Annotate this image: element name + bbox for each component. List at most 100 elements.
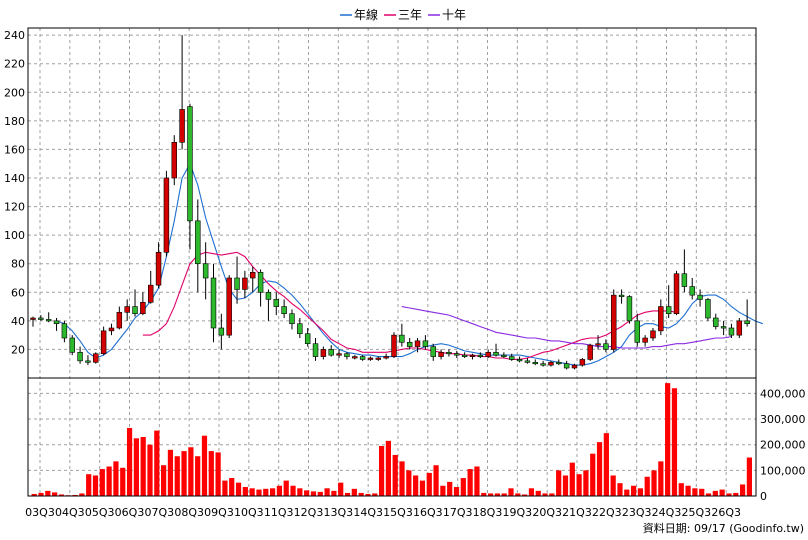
data-date-footer: 資料日期: 09/17 (Goodinfo.tw)	[643, 521, 804, 535]
volume-bar	[222, 480, 228, 496]
volume-bar	[201, 435, 208, 496]
volume-bar	[447, 481, 453, 496]
candle-body	[469, 354, 476, 357]
candle-body	[163, 177, 170, 253]
candle	[320, 346, 327, 360]
candle	[587, 343, 593, 361]
volume-bar	[263, 488, 269, 496]
volume-bar	[324, 488, 330, 496]
candlesticks	[30, 35, 750, 370]
candle-body	[30, 317, 36, 320]
candle	[540, 360, 546, 367]
candle-body	[587, 344, 593, 360]
candle-body	[391, 334, 397, 357]
volume-bar	[378, 445, 385, 496]
volume-bar	[72, 494, 78, 496]
volume-bar	[562, 475, 569, 496]
candle	[344, 352, 350, 360]
volume-bar	[256, 489, 262, 496]
x-tick-label: 25Q3	[682, 506, 712, 519]
candle-body	[493, 351, 499, 356]
candle	[281, 299, 287, 318]
candle-body	[359, 356, 366, 360]
volume-bar	[487, 493, 494, 496]
volume-bar	[733, 492, 739, 496]
volume-tick-label: 300,000	[760, 413, 806, 426]
x-tick-label: 10Q3	[234, 506, 264, 519]
candle	[312, 338, 319, 361]
volume-bar	[38, 492, 44, 496]
candle	[171, 135, 177, 186]
candle-body	[132, 306, 138, 315]
price-tick-label: 60	[11, 286, 25, 299]
candle-body	[548, 361, 554, 366]
volume-bar	[624, 489, 630, 496]
candle-body	[611, 294, 617, 350]
candle	[603, 339, 609, 353]
candle	[155, 242, 162, 288]
candle-body	[524, 360, 531, 363]
candle-body	[689, 286, 695, 296]
volume-bar	[665, 383, 671, 496]
candle-body	[501, 354, 507, 357]
volume-axis-ticks: 0 100,000 200,000 300,000 400,000	[760, 387, 806, 503]
candle	[446, 349, 452, 357]
candle-body	[642, 337, 648, 343]
candle	[681, 249, 688, 293]
volume-bar	[385, 440, 391, 496]
volume-bar	[522, 494, 528, 496]
candle	[53, 318, 60, 331]
candle-body	[634, 320, 641, 343]
volume-bar	[542, 493, 548, 496]
candle-body	[352, 356, 358, 359]
candle-body	[61, 323, 68, 339]
volume-bar	[249, 488, 255, 496]
volume-bar	[508, 488, 514, 496]
volume-bar	[719, 489, 725, 496]
candle-body	[618, 294, 625, 297]
candle-body	[312, 343, 319, 357]
volume-bar	[372, 493, 378, 496]
candle-body	[697, 294, 703, 300]
candle-body	[595, 343, 601, 346]
volume-bar	[351, 488, 357, 496]
volume-bar	[440, 485, 446, 496]
candle	[210, 263, 217, 343]
volume-bar	[726, 493, 732, 496]
legend-label-3: 十年	[442, 8, 466, 22]
price-tick-label: 20	[11, 343, 25, 356]
candle-body	[626, 296, 633, 322]
volume-bar	[358, 492, 364, 496]
candle	[77, 346, 83, 364]
candle	[658, 299, 664, 336]
candle	[250, 266, 256, 293]
volume-tick-label: 100,000	[760, 464, 806, 477]
volume-bar	[413, 475, 419, 496]
volume-bar	[126, 428, 133, 496]
volume-bar	[603, 433, 609, 496]
candle-body	[124, 306, 130, 313]
candle	[697, 289, 703, 307]
volume-bar	[147, 444, 153, 496]
volume-bar	[644, 476, 650, 496]
candle-body	[336, 353, 342, 356]
candle-body	[69, 337, 75, 353]
price-tick-label: 220	[4, 58, 25, 71]
volume-bar	[467, 469, 473, 496]
candle-body	[461, 354, 468, 357]
volume-bar	[630, 485, 637, 496]
candle	[375, 356, 382, 361]
candle	[406, 338, 413, 350]
candle-body	[556, 361, 562, 365]
volume-bar	[685, 485, 691, 496]
x-tick-label: 26Q3	[711, 506, 741, 519]
volume-tick-label: 200,000	[760, 439, 806, 452]
candle	[234, 256, 240, 304]
x-tick-label: 09Q3	[204, 506, 234, 519]
candle-body	[516, 359, 523, 362]
volume-bar	[392, 454, 398, 496]
candle	[469, 353, 476, 360]
candle	[61, 320, 68, 343]
volume-bar	[331, 490, 337, 496]
